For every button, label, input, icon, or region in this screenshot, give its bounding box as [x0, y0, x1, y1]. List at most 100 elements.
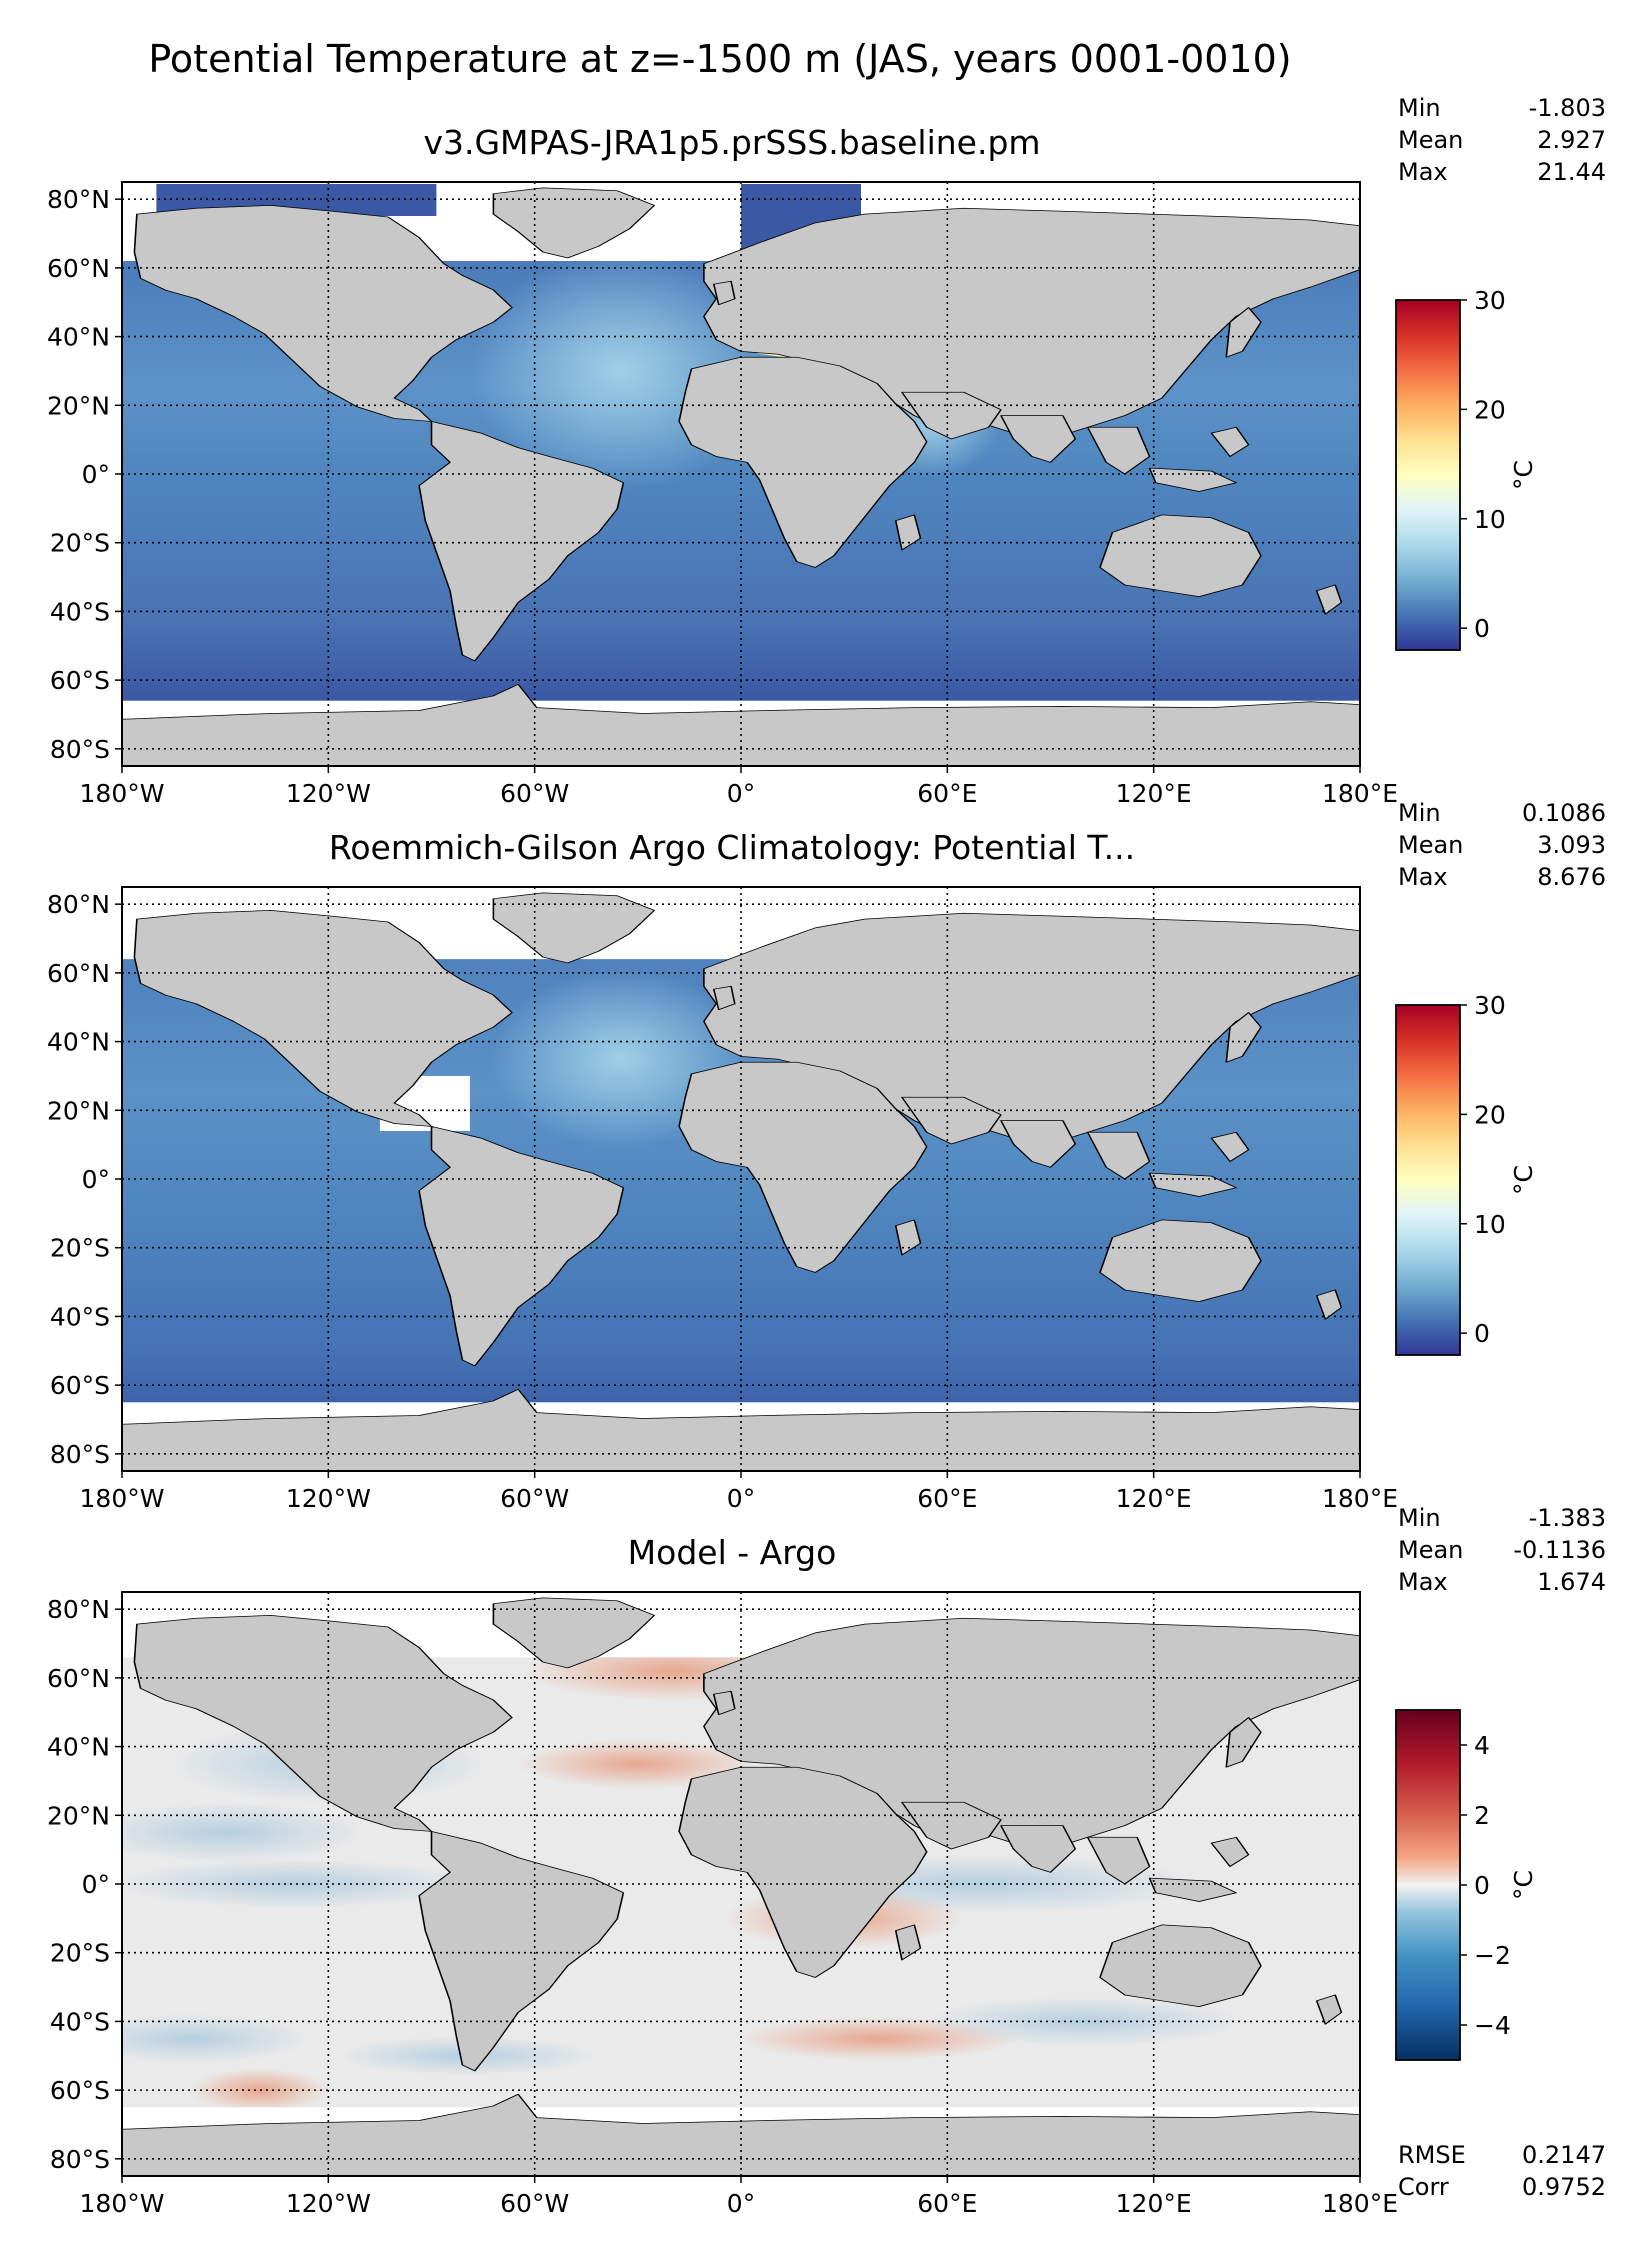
y-tick-label: 60°S [50, 2076, 110, 2105]
panel-2: Roemmich-Gilson Argo Climatology: Potent… [47, 799, 1606, 1513]
y-tick-label: 80°S [50, 1440, 110, 1469]
y-tick-label: 20°N [47, 1801, 110, 1830]
x-tick-label: 60°E [917, 779, 977, 808]
colorbar-tick-label: 20 [1474, 395, 1506, 424]
y-tick-label: 20°S [50, 529, 110, 558]
colorbar [1395, 299, 1461, 651]
colorbar-tick-label: 0 [1474, 1871, 1490, 1900]
colorbar-tick-label: 30 [1474, 286, 1506, 315]
x-tick-label: 120°E [1116, 779, 1192, 808]
stat-value: 0.9752 [1522, 2173, 1606, 2201]
y-tick-label: 0° [82, 1870, 110, 1899]
y-tick-label: 60°N [47, 254, 110, 283]
panel-1: v3.GMPAS-JRA1p5.prSSS.baseline.pm 180°W 12… [47, 94, 1606, 808]
colorbar [1395, 1004, 1461, 1356]
x-tick-label: 60°E [917, 2189, 977, 2218]
y-tick-label: 20°S [50, 1234, 110, 1263]
stat-value: -1.383 [1529, 1504, 1606, 1532]
stat-value: -0.1136 [1513, 1536, 1606, 1564]
stat-value: 21.44 [1537, 158, 1606, 186]
y-tick-label: 20°S [50, 1939, 110, 1968]
colorbar-tick-label: −2 [1474, 1941, 1511, 1970]
y-tick-label: 80°N [47, 185, 110, 214]
panel-title: v3.GMPAS-JRA1p5.prSSS.baseline.pm [423, 123, 1040, 162]
colorbar-tick-label: 0 [1474, 1319, 1490, 1348]
colorbar-tick-label: −4 [1474, 2011, 1511, 2040]
x-tick-label: 60°E [917, 1484, 977, 1513]
x-tick-label: 0° [727, 1484, 755, 1513]
stat-value: -1.803 [1529, 94, 1606, 122]
panel-title: Roemmich-Gilson Argo Climatology: Potent… [329, 828, 1135, 867]
colorbar-tick-label: 4 [1474, 1731, 1490, 1760]
y-tick-label: 60°S [50, 1371, 110, 1400]
map-area [122, 1592, 1360, 2176]
stat-label: Max [1398, 1568, 1448, 1596]
x-tick-label: 180°E [1322, 779, 1398, 808]
y-tick-label: 80°N [47, 890, 110, 919]
y-tick-label: 80°N [47, 1595, 110, 1624]
stat-label: RMSE [1398, 2141, 1466, 2169]
stat-label: Mean [1398, 1536, 1463, 1564]
x-tick-label: 120°W [286, 2189, 371, 2218]
stat-label: Min [1398, 94, 1441, 122]
stat-value: 2.927 [1537, 126, 1606, 154]
y-tick-label: 20°N [47, 1096, 110, 1125]
colorbar-tick-label: 30 [1474, 991, 1506, 1020]
panel-3: Model - Argo 180°W 120°W 60°W 0° 60°E 120°E 180… [47, 1504, 1606, 2218]
stat-value: 8.676 [1537, 863, 1606, 891]
x-tick-label: 0° [727, 2189, 755, 2218]
y-tick-label: 0° [82, 1165, 110, 1194]
y-tick-label: 40°N [47, 323, 110, 352]
colorbar-label: °C [1509, 1870, 1538, 1900]
difference-anomaly [189, 2068, 330, 2113]
difference-anomaly [924, 1996, 1245, 2047]
x-tick-label: 120°E [1116, 2189, 1192, 2218]
y-tick-label: 0° [82, 460, 110, 489]
colorbar-label: °C [1509, 1165, 1538, 1195]
difference-anomaly [122, 1802, 366, 1863]
y-tick-label: 20°N [47, 391, 110, 420]
x-tick-label: 120°E [1116, 1484, 1192, 1513]
y-tick-label: 40°N [47, 1733, 110, 1762]
y-tick-label: 80°S [50, 2145, 110, 2174]
stat-label: Min [1398, 1504, 1441, 1532]
x-tick-label: 180°W [80, 779, 165, 808]
x-tick-label: 120°W [286, 1484, 371, 1513]
stat-value: 3.093 [1537, 831, 1606, 859]
stat-label: Min [1398, 799, 1441, 827]
y-tick-label: 40°S [50, 597, 110, 626]
y-tick-label: 60°N [47, 1664, 110, 1693]
x-tick-label: 60°W [500, 2189, 569, 2218]
stat-value: 0.1086 [1522, 799, 1606, 827]
difference-anomaly [122, 2013, 311, 2064]
colorbar-tick-label: 0 [1474, 614, 1490, 643]
colorbar-tick-label: 2 [1474, 1801, 1490, 1830]
x-tick-label: 180°W [80, 1484, 165, 1513]
y-tick-label: 60°N [47, 959, 110, 988]
colorbar-label: °C [1509, 460, 1538, 490]
map-area [122, 182, 1360, 766]
stat-label: Corr [1398, 2173, 1449, 2201]
y-tick-label: 40°N [47, 1028, 110, 1057]
colorbar-tick-label: 20 [1474, 1100, 1506, 1129]
stat-label: Max [1398, 158, 1448, 186]
map-area [122, 887, 1360, 1471]
x-tick-label: 60°W [500, 1484, 569, 1513]
colorbar [1395, 1709, 1461, 2061]
stat-label: Mean [1398, 831, 1463, 859]
stat-value: 1.674 [1537, 1568, 1606, 1596]
colorbar-tick-label: 10 [1474, 505, 1506, 534]
x-tick-label: 0° [727, 779, 755, 808]
y-tick-label: 40°S [50, 2007, 110, 2036]
x-tick-label: 180°W [80, 2189, 165, 2218]
x-tick-label: 180°E [1322, 2189, 1398, 2218]
stat-label: Max [1398, 863, 1448, 891]
stat-label: Mean [1398, 126, 1463, 154]
stat-value: 0.2147 [1522, 2141, 1606, 2169]
x-tick-label: 180°E [1322, 1484, 1398, 1513]
y-tick-label: 60°S [50, 666, 110, 695]
x-tick-label: 120°W [286, 779, 371, 808]
figure-suptitle: Potential Temperature at z=-1500 m (JAS,… [148, 37, 1291, 81]
y-tick-label: 80°S [50, 735, 110, 764]
